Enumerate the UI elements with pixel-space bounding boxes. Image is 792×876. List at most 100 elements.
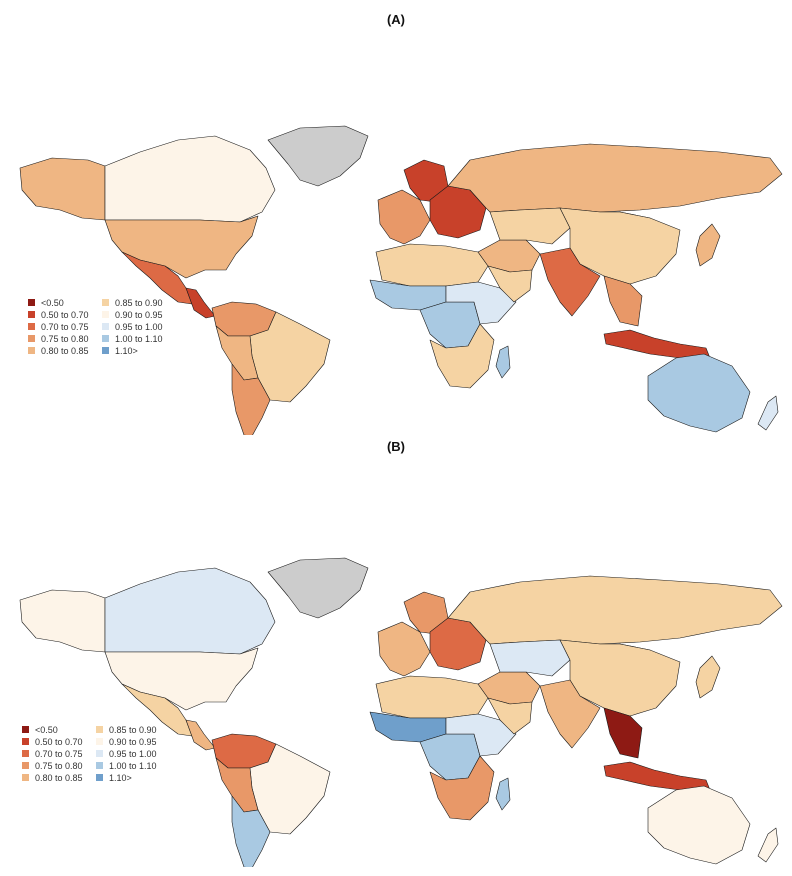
panel-a-title: (A) [386,12,406,27]
legend-item: <0.50 [22,724,96,735]
legend-item: 0.80 to 0.85 [22,772,96,783]
region-greenland [267,125,369,187]
region-north-africa [375,675,489,719]
region-central-asia [489,639,571,677]
legend-swatch [28,299,35,306]
legend-swatch [28,335,35,342]
legend-swatch [22,762,29,769]
legend-item: 0.90 to 0.95 [102,309,176,320]
region-japan [695,655,721,699]
legend-swatch [96,726,103,733]
region-southeast-asia [603,275,643,327]
legend-label: 0.80 to 0.85 [41,345,89,356]
region-united-states [104,215,259,279]
legend-label: 0.95 to 1.00 [109,748,157,759]
region-australia [647,353,751,433]
legend-item: 0.50 to 0.70 [28,309,102,320]
legend-item: 0.50 to 0.70 [22,736,96,747]
region-new-zealand [757,395,779,431]
legend-label: 1.10> [115,345,138,356]
region-southern-africa [429,755,495,821]
legend-label: 0.75 to 0.80 [35,760,83,771]
legend-swatch [102,311,109,318]
legend-label: 0.95 to 1.00 [115,321,163,332]
legend-item: 0.95 to 1.00 [102,321,176,332]
legend-item: 0.75 to 0.80 [28,333,102,344]
legend-label: <0.50 [41,297,64,308]
region-madagascar [495,777,511,811]
legend-swatch [96,738,103,745]
region-southeast-asia [603,707,643,759]
legend-item: 0.70 to 0.75 [22,748,96,759]
legend-item: <0.50 [28,297,102,308]
region-europe-west [377,621,431,677]
panel-b-title: (B) [386,439,406,454]
legend-swatch [102,335,109,342]
world-map-b [19,557,783,867]
legend-item: 1.10> [102,345,176,356]
legend-label: 1.00 to 1.10 [109,760,157,771]
region-united-states [104,647,259,711]
legend-label: 0.90 to 0.95 [115,309,163,320]
region-north-africa [375,243,489,287]
region-southern-africa [429,323,495,389]
region-canada [104,567,276,655]
legend-a: <0.50 0.85 to 0.90 0.50 to 0.70 0.90 to 0.9… [28,297,176,356]
region-arabian-peninsula [487,265,533,303]
region-madagascar [495,345,511,379]
region-argentina-chile [231,795,271,867]
legend-item: 1.00 to 1.10 [102,333,176,344]
world-map-a [19,125,783,435]
legend-item: 0.75 to 0.80 [22,760,96,771]
region-india [539,679,601,749]
region-india [539,247,601,317]
region-indonesia [603,329,711,359]
legend-swatch [96,750,103,757]
region-canada [104,135,276,223]
region-indonesia [603,761,711,791]
legend-swatch [22,726,29,733]
legend-swatch [22,774,29,781]
legend-label: 0.50 to 0.70 [35,736,83,747]
legend-swatch [102,347,109,354]
legend-item: 1.00 to 1.10 [96,760,170,771]
legend-item: 0.80 to 0.85 [28,345,102,356]
legend-item: 0.85 to 0.90 [96,724,170,735]
legend-item: 1.10> [96,772,170,783]
legend-label: 0.70 to 0.75 [41,321,89,332]
region-alaska [19,589,106,653]
legend-swatch [28,347,35,354]
legend-b: <0.50 0.85 to 0.90 0.50 to 0.70 0.90 to 0.9… [22,724,170,783]
legend-swatch [28,323,35,330]
region-alaska [19,157,106,221]
legend-item: 0.95 to 1.00 [96,748,170,759]
legend-label: 0.90 to 0.95 [109,736,157,747]
legend-label: 0.80 to 0.85 [35,772,83,783]
region-australia [647,785,751,865]
legend-item: 0.90 to 0.95 [96,736,170,747]
legend-item: 0.85 to 0.90 [102,297,176,308]
legend-label: 1.00 to 1.10 [115,333,163,344]
region-japan [695,223,721,267]
legend-label: 0.75 to 0.80 [41,333,89,344]
legend-swatch [22,750,29,757]
legend-item: 0.70 to 0.75 [28,321,102,332]
region-europe-west [377,189,431,245]
legend-label: 1.10> [109,772,132,783]
region-argentina-chile [231,363,271,435]
legend-swatch [22,738,29,745]
legend-label: 0.85 to 0.90 [115,297,163,308]
legend-label: <0.50 [35,724,58,735]
legend-label: 0.50 to 0.70 [41,309,89,320]
legend-swatch [102,299,109,306]
legend-swatch [102,323,109,330]
region-new-zealand [757,827,779,863]
legend-swatch [96,774,103,781]
legend-swatch [96,762,103,769]
region-russia [447,143,783,213]
region-greenland [267,557,369,619]
region-arabian-peninsula [487,697,533,735]
legend-swatch [28,311,35,318]
region-russia [447,575,783,645]
legend-label: 0.70 to 0.75 [35,748,83,759]
